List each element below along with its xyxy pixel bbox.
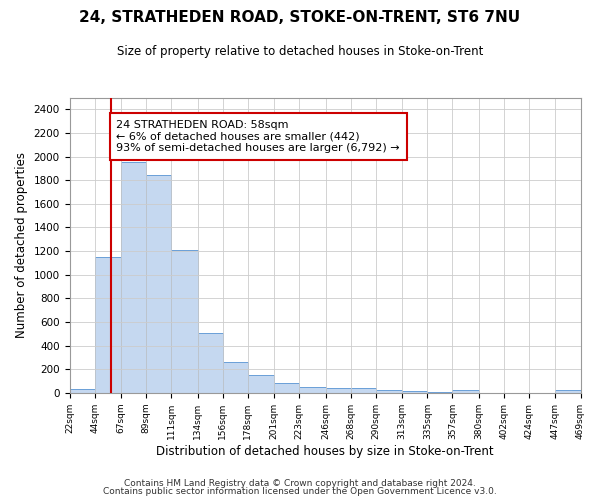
Bar [70,390,95,393]
X-axis label: Distribution of detached houses by size in Stoke-on-Trent: Distribution of detached houses by size … [156,444,494,458]
Bar [197,332,223,393]
Bar [121,162,146,393]
Text: Size of property relative to detached houses in Stoke-on-Trent: Size of property relative to detached ho… [117,45,483,58]
Y-axis label: Number of detached properties: Number of detached properties [15,152,28,338]
Text: 24 STRATHEDEN ROAD: 58sqm
← 6% of detached houses are smaller (442)
93% of semi-: 24 STRATHEDEN ROAD: 58sqm ← 6% of detach… [116,120,400,153]
Text: Contains public sector information licensed under the Open Government Licence v3: Contains public sector information licen… [103,487,497,496]
Bar [402,391,427,393]
Text: Contains HM Land Registry data © Crown copyright and database right 2024.: Contains HM Land Registry data © Crown c… [124,478,476,488]
Bar [376,390,402,393]
Bar [95,257,121,393]
Bar [452,390,479,393]
Bar [299,387,326,393]
Bar [171,250,197,393]
Bar [326,388,351,393]
Bar [146,176,171,393]
Text: 24, STRATHEDEN ROAD, STOKE-ON-TRENT, ST6 7NU: 24, STRATHEDEN ROAD, STOKE-ON-TRENT, ST6… [79,10,521,25]
Bar [556,390,581,393]
Bar [427,392,452,393]
Bar [274,384,299,393]
Bar [223,362,248,393]
Bar [248,374,274,393]
Bar [351,388,376,393]
